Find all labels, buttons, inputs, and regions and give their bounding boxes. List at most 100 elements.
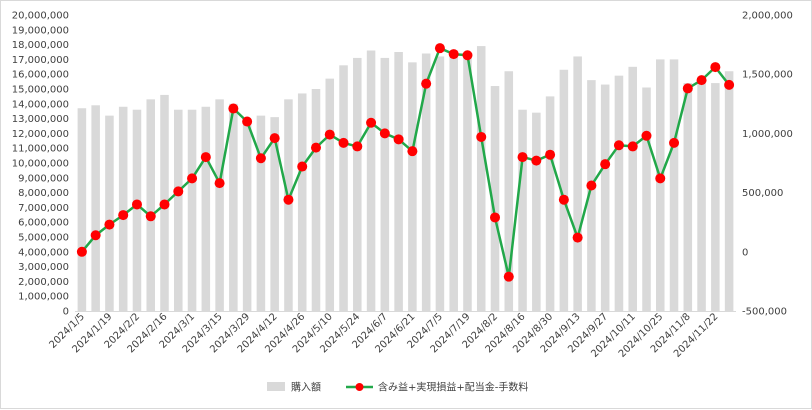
bar xyxy=(587,80,596,312)
line-point xyxy=(159,199,170,210)
line-point xyxy=(255,153,266,164)
line-point xyxy=(710,62,721,73)
line-point xyxy=(283,194,294,205)
line-point xyxy=(558,194,569,205)
y-left-tick-label: 5,000,000 xyxy=(18,233,69,244)
line-point xyxy=(613,140,624,151)
y-right-tick-label: 500,000 xyxy=(742,188,783,199)
bar xyxy=(146,99,156,311)
bar xyxy=(642,87,651,312)
line-point xyxy=(269,133,280,144)
bar xyxy=(91,105,100,311)
y-left-tick-label: 18,000,000 xyxy=(12,40,69,51)
bar xyxy=(724,71,734,312)
bar xyxy=(311,89,321,311)
bar xyxy=(284,99,293,311)
line-point xyxy=(600,159,611,170)
bar xyxy=(270,117,279,312)
bar xyxy=(229,103,238,311)
y-left-tick-label: 8,000,000 xyxy=(18,188,69,199)
bar xyxy=(711,83,720,311)
line-point xyxy=(476,131,487,142)
bar xyxy=(256,115,266,311)
bar xyxy=(683,83,693,311)
bar xyxy=(118,106,128,311)
bar xyxy=(297,93,307,311)
bar xyxy=(476,46,486,312)
line-point xyxy=(572,232,583,243)
line-point xyxy=(379,128,390,139)
line-point xyxy=(545,149,556,160)
bar xyxy=(421,53,431,311)
bar xyxy=(77,108,87,312)
y-left-tick-label: 19,000,000 xyxy=(12,25,69,36)
y-left-tick-label: 17,000,000 xyxy=(12,55,69,66)
line-point xyxy=(682,83,693,94)
line-point xyxy=(297,161,308,172)
y-left-tick-label: 6,000,000 xyxy=(18,218,69,229)
line-point xyxy=(669,137,680,148)
line-point xyxy=(655,173,666,184)
line-point xyxy=(200,152,211,163)
line-point xyxy=(242,116,253,127)
y-left-tick-label: 12,000,000 xyxy=(12,129,69,140)
bar xyxy=(353,57,362,311)
y-right-tick-label: 0 xyxy=(742,247,748,258)
bar xyxy=(132,109,142,311)
bar xyxy=(380,57,390,311)
y-left-tick-label: 13,000,000 xyxy=(12,114,69,125)
y-left-tick-label: 1,000,000 xyxy=(18,292,69,303)
line-point xyxy=(503,271,514,282)
bar xyxy=(545,96,555,312)
legend-bar-swatch xyxy=(267,382,285,391)
line-point xyxy=(586,180,597,191)
line-point xyxy=(310,142,321,153)
line-point xyxy=(641,130,652,141)
line-point xyxy=(104,219,115,230)
bar xyxy=(490,86,500,311)
legend-bar-label: 購入額 xyxy=(291,381,321,394)
line-point xyxy=(90,230,101,241)
bar xyxy=(504,71,514,312)
line-point xyxy=(531,155,542,166)
line-point xyxy=(352,141,363,152)
bar xyxy=(339,65,348,311)
legend-line-label: 含み益+実現損益+配当金-手数料 xyxy=(378,381,528,394)
bar xyxy=(242,118,252,311)
bar xyxy=(201,106,211,311)
legend-line-marker xyxy=(355,383,364,391)
line-point xyxy=(393,134,404,145)
y-left-tick-label: 3,000,000 xyxy=(18,262,69,273)
bar xyxy=(435,56,445,311)
line-point xyxy=(338,137,349,148)
line-point xyxy=(131,199,142,210)
y-left-tick-label: 2,000,000 xyxy=(18,277,69,288)
y-right-tick-label: 2,000,000 xyxy=(742,11,793,22)
y-left-tick-label: 9,000,000 xyxy=(18,173,69,184)
line-point xyxy=(187,173,198,184)
line-point xyxy=(434,43,445,54)
line-point xyxy=(118,210,129,221)
line-point xyxy=(421,78,432,89)
y-left-tick-label: 7,000,000 xyxy=(18,203,69,214)
line-point xyxy=(228,103,239,114)
bar xyxy=(325,78,335,311)
line-point xyxy=(724,79,735,90)
bar xyxy=(573,56,582,311)
line-point xyxy=(627,141,638,152)
line-point xyxy=(76,246,87,257)
y-right-tick-label: 1,000,000 xyxy=(742,129,793,140)
line-point xyxy=(173,186,184,197)
y-left-tick-label: 15,000,000 xyxy=(12,85,69,96)
bar xyxy=(394,52,403,311)
y-right-tick-label: 1,500,000 xyxy=(742,70,793,81)
y-right-tick-label: -500,000 xyxy=(742,307,787,318)
y-left-tick-label: 11,000,000 xyxy=(12,144,69,155)
line-point xyxy=(462,50,473,61)
bar xyxy=(559,69,569,311)
bar xyxy=(463,56,472,311)
line-point xyxy=(324,129,335,140)
y-left-tick-label: 4,000,000 xyxy=(18,247,69,258)
